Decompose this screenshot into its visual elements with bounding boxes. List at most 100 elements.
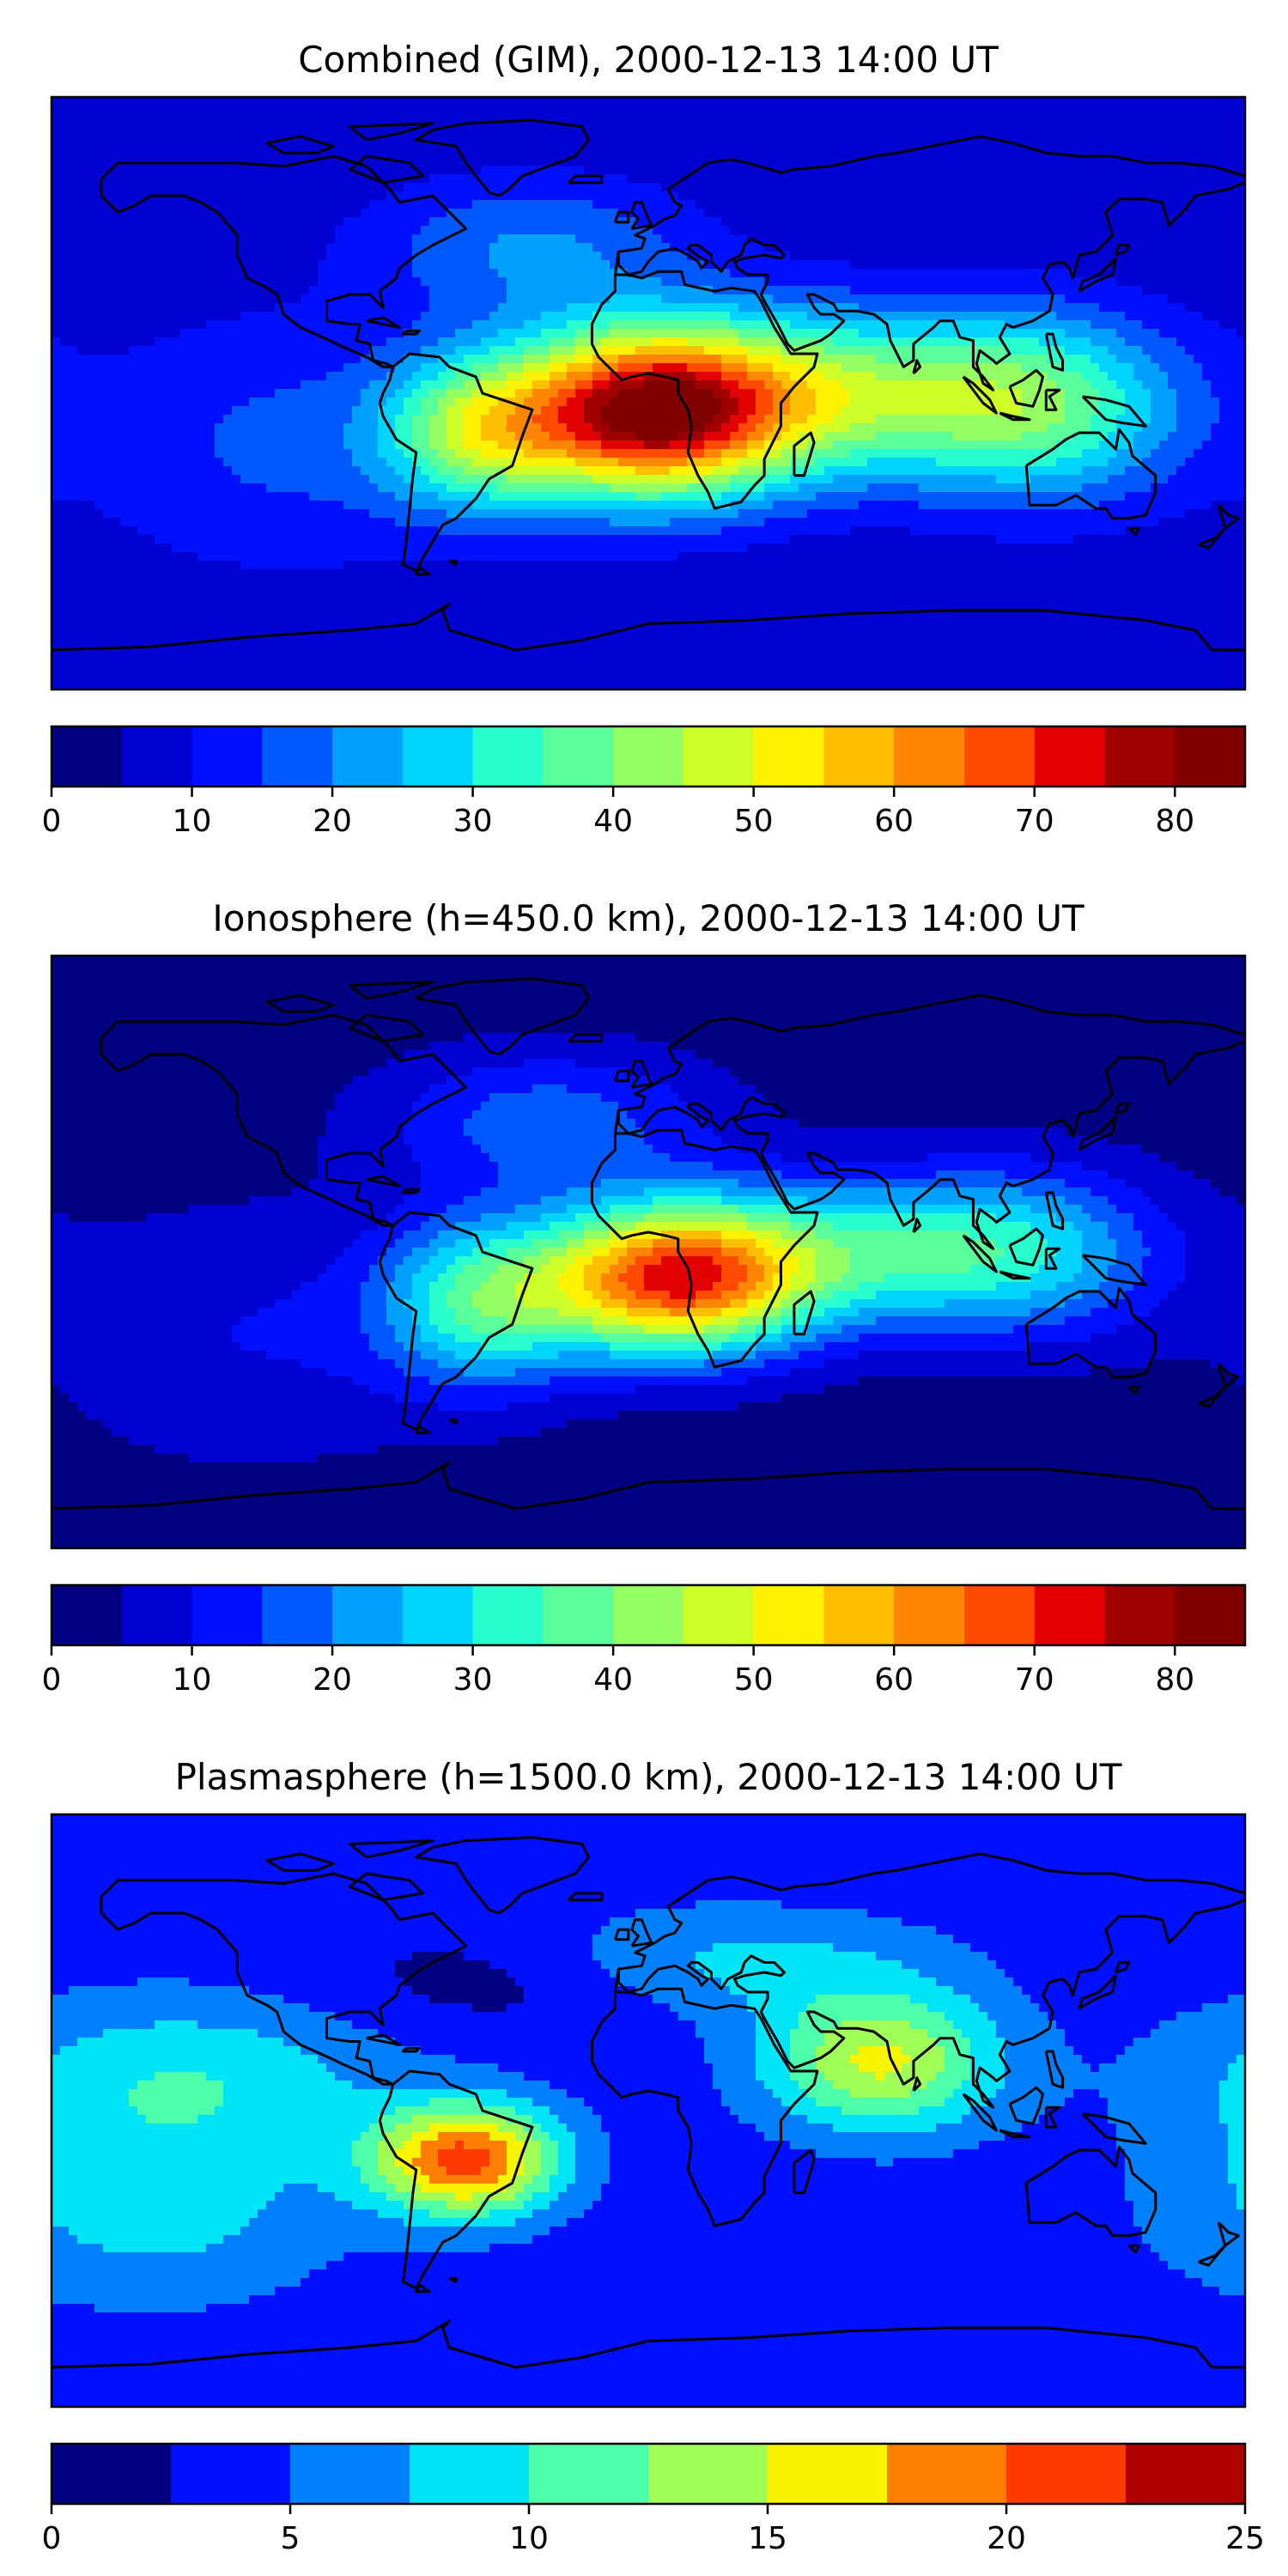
tec-cell	[962, 329, 971, 338]
tec-cell	[438, 183, 447, 192]
tec-cell	[438, 131, 447, 141]
tec-cell	[318, 123, 327, 132]
tec-cell	[532, 363, 542, 373]
tec-cell	[343, 234, 353, 244]
tec-cell	[206, 174, 216, 184]
tec-cell	[1099, 97, 1109, 106]
tec-cell	[481, 252, 490, 261]
tec-cell	[884, 286, 894, 295]
tec-cell	[180, 329, 190, 338]
tec-cell	[773, 157, 782, 167]
tec-cell	[386, 234, 396, 244]
tec-cell	[386, 114, 396, 124]
tec-cell	[1236, 226, 1245, 235]
tec-cell	[1065, 200, 1074, 210]
tec-cell	[498, 389, 507, 398]
tec-cell	[498, 166, 507, 175]
tec-cell	[69, 106, 78, 115]
tec-cell	[824, 191, 834, 201]
tec-cell	[996, 191, 1005, 201]
tec-cell	[841, 123, 851, 132]
tec-cell	[232, 389, 241, 398]
tec-cell	[936, 123, 945, 132]
tec-cell	[386, 217, 396, 227]
tec-cell	[318, 329, 327, 338]
tec-cell	[893, 355, 902, 364]
tec-cell	[841, 174, 851, 184]
tec-cell	[1073, 131, 1083, 141]
tec-cell	[1142, 277, 1151, 287]
tec-cell	[927, 380, 937, 390]
tec-cell	[197, 398, 207, 407]
tec-cell	[524, 183, 533, 192]
tec-cell	[386, 183, 396, 192]
tec-cell	[902, 355, 911, 364]
tec-cell	[507, 252, 516, 261]
tec-cell	[1082, 252, 1091, 261]
tec-cell	[326, 217, 336, 227]
tec-cell	[489, 320, 499, 330]
tec-cell	[1030, 183, 1040, 192]
tec-cell	[893, 114, 902, 124]
tec-cell	[1048, 183, 1057, 192]
tec-cell	[945, 149, 954, 158]
tec-cell	[850, 97, 860, 106]
tec-cell	[1005, 217, 1014, 227]
tec-cell	[644, 286, 653, 295]
tec-cell	[884, 312, 894, 321]
tec-cell	[610, 363, 619, 373]
tec-cell	[867, 131, 877, 141]
tec-cell	[670, 398, 679, 407]
tec-cell	[532, 320, 542, 330]
tec-cell	[240, 174, 250, 184]
tec-cell	[1048, 157, 1057, 167]
tec-cell	[1108, 372, 1117, 381]
tec-cell	[163, 114, 173, 124]
tec-cell	[77, 174, 87, 184]
tec-cell	[1116, 252, 1126, 261]
tec-cell	[824, 114, 834, 124]
tec-cell	[661, 380, 671, 390]
tec-cell	[670, 209, 679, 218]
tec-cell	[1099, 106, 1109, 115]
tec-cell	[395, 131, 404, 141]
tec-cell	[859, 355, 868, 364]
tec-cell	[781, 346, 791, 355]
tec-cell	[824, 286, 834, 295]
tec-cell	[129, 106, 138, 115]
tec-cell	[687, 200, 696, 210]
tec-cell	[635, 260, 645, 270]
tec-cell	[258, 183, 267, 192]
tec-cell	[335, 97, 344, 106]
tec-cell	[841, 166, 851, 175]
tec-cell	[841, 114, 851, 124]
tec-cell	[893, 346, 902, 355]
tec-cell	[352, 131, 361, 141]
tec-cell	[386, 329, 396, 338]
tec-cell	[318, 226, 327, 235]
tec-cell	[137, 260, 147, 270]
tec-cell	[524, 286, 533, 295]
tec-cell	[223, 286, 233, 295]
tec-cell	[301, 363, 310, 373]
tec-cell	[927, 106, 937, 115]
tec-cell	[215, 260, 224, 270]
tec-cell	[962, 380, 971, 390]
tec-cell	[764, 329, 774, 338]
tec-cell	[1202, 277, 1212, 287]
tec-cell	[438, 243, 447, 252]
tec-cell	[833, 114, 842, 124]
tec-cell	[1013, 389, 1023, 398]
tec-cell	[369, 269, 379, 278]
tec-cell	[936, 97, 945, 106]
tec-cell	[730, 106, 739, 115]
tec-cell	[103, 329, 112, 338]
tec-cell	[137, 114, 147, 124]
tec-cell	[1116, 329, 1126, 338]
tec-cell	[197, 174, 207, 184]
tec-cell	[180, 140, 190, 149]
tec-cell	[902, 320, 911, 330]
tec-cell	[481, 269, 490, 278]
tec-cell	[515, 252, 525, 261]
tec-cell	[1022, 200, 1031, 210]
